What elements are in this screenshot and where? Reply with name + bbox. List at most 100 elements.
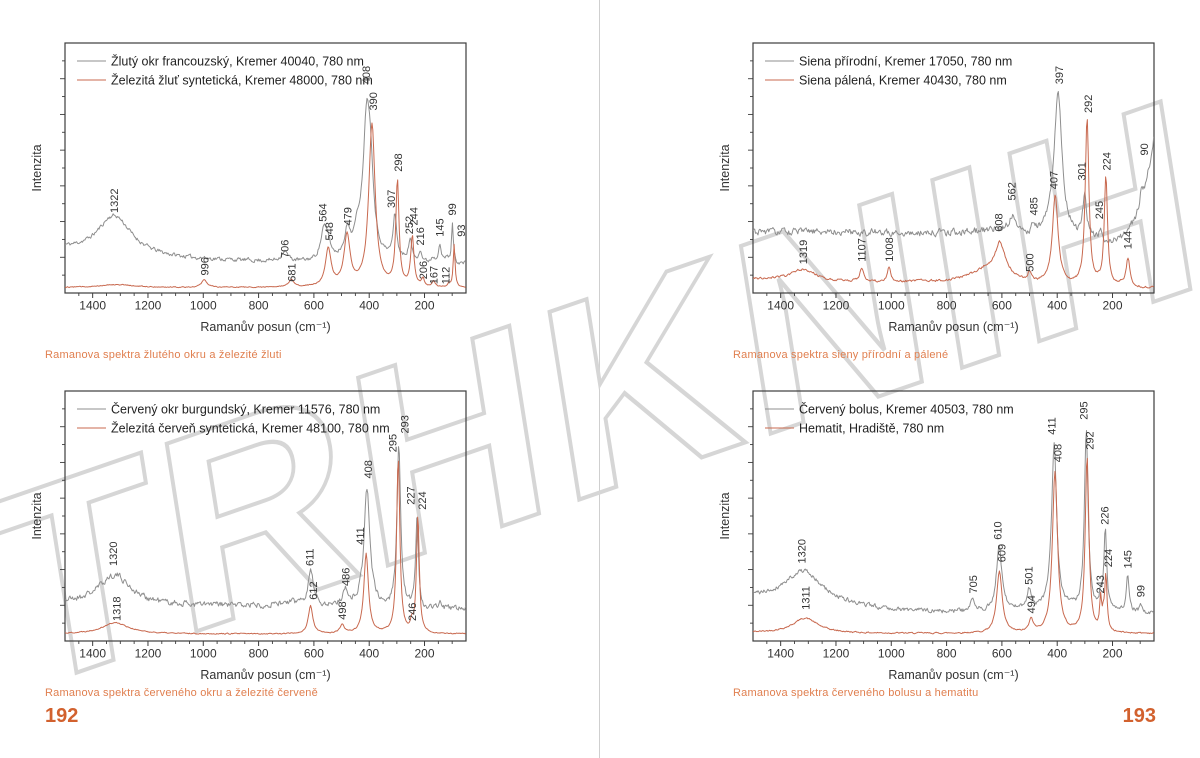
figure-caption-red-ochre: Ramanova spektra červeného okru a železi… <box>45 687 318 699</box>
series-line <box>65 97 466 265</box>
peak-annotation: 486 <box>340 568 352 586</box>
peak-annotation: 227 <box>406 486 418 504</box>
x-tick-label: 600 <box>992 647 1012 661</box>
figure-caption-yellow-ochre: Ramanova spektra žlutého okru a železité… <box>45 349 282 361</box>
peak-annotation: 996 <box>199 257 211 275</box>
x-tick-label: 1400 <box>79 299 106 313</box>
peak-annotation: 1107 <box>857 238 869 262</box>
peak-annotation: 501 <box>1023 566 1035 584</box>
peak-annotation: 295 <box>1078 401 1090 419</box>
figure-yellow-ochre: 1400 1200 1000 800 600 400 200 Ramanův posun (c… <box>30 20 500 352</box>
peak-annotation: 397 <box>1054 66 1066 84</box>
peak-annotation: 498 <box>337 601 349 619</box>
peak-annotation: 1320 <box>797 539 809 563</box>
legend-label: Železitá červeň syntetická, Kremer 48100… <box>111 421 390 436</box>
peak-annotation: 307 <box>386 190 398 208</box>
peak-annotation: 292 <box>1083 95 1095 113</box>
peak-annotation: 610 <box>993 521 1005 539</box>
peak-annotation: 292 <box>1084 431 1096 449</box>
y-axis <box>748 408 753 624</box>
peak-annotation: 485 <box>1029 197 1041 215</box>
peak-annotation: 1008 <box>884 237 896 261</box>
y-axis-title: Intenzita <box>718 492 732 539</box>
x-tick-label: 400 <box>359 647 379 661</box>
series-line <box>753 430 1154 615</box>
peak-annotation: 390 <box>368 92 380 110</box>
y-axis <box>60 408 65 624</box>
y-axis <box>60 60 65 276</box>
legend-label: Hematit, Hradiště, 780 nm <box>799 422 944 436</box>
x-tick-label: 1000 <box>878 299 905 313</box>
peak-annotation: 608 <box>994 213 1006 231</box>
x-axis-title: Ramanův posun (cm⁻¹) <box>888 320 1018 334</box>
peak-annotation: 252 <box>404 216 416 234</box>
peak-annotation: 144 <box>1122 231 1134 249</box>
x-tick-label: 200 <box>1103 299 1123 313</box>
peak-annotation: 611 <box>305 548 317 566</box>
peak-annotation: 244 <box>408 207 420 225</box>
figure-caption-bolus-hematite: Ramanova spektra červeného bolusu a hema… <box>733 687 979 699</box>
x-tick-label: 1400 <box>767 647 794 661</box>
series-line <box>65 446 466 611</box>
peak-annotation: 408 <box>1052 444 1064 462</box>
raman-chart-yellow-ochre: 1400 1200 1000 800 600 400 200 Ramanův posun (c… <box>30 42 468 334</box>
legend: Žlutý okr francouzský, Kremer 40040, 780… <box>77 54 373 88</box>
x-tick-label: 400 <box>1047 647 1067 661</box>
x-tick-label: 1400 <box>79 647 106 661</box>
peak-annotation: 145 <box>435 218 447 236</box>
legend: Siena přírodní, Kremer 17050, 780 nm Sien… <box>765 55 1012 88</box>
series-line <box>753 90 1154 244</box>
peak-annotation: 408 <box>361 66 373 84</box>
peak-annotation: 90 <box>1139 143 1151 155</box>
legend-label: Žlutý okr francouzský, Kremer 40040, 780… <box>111 54 364 69</box>
peak-annotation: 226 <box>1099 506 1111 524</box>
series-line <box>753 457 1154 635</box>
peak-annotation: 612 <box>308 581 320 599</box>
peak-annotation: 411 <box>355 527 367 545</box>
x-tick-label: 200 <box>415 647 435 661</box>
y-axis-title: Intenzita <box>30 492 44 539</box>
x-tick-label: 1000 <box>190 299 217 313</box>
x-axis-title: Ramanův posun (cm⁻¹) <box>888 668 1018 682</box>
peak-annotation: 112 <box>441 267 453 285</box>
raman-chart-sienna: 1400 1200 1000 800 600 400 200 Ramanův posun (c… <box>718 42 1155 334</box>
peak-annotation: 1322 <box>109 189 121 213</box>
peak-annotation: 1320 <box>108 542 120 566</box>
series-line <box>753 119 1154 289</box>
peak-annotation: 167 <box>428 266 440 284</box>
x-tick-label: 800 <box>937 299 957 313</box>
peak-annotation: 1318 <box>111 597 123 621</box>
x-tick-label: 800 <box>249 647 269 661</box>
x-tick-label: 800 <box>249 299 269 313</box>
peak-annotation: 562 <box>1007 182 1019 200</box>
series-group <box>65 446 466 635</box>
peak-annotation: 145 <box>1123 550 1135 568</box>
page-divider <box>599 0 600 758</box>
legend: Červený okr burgundský, Kremer 11576, 78… <box>77 402 390 436</box>
peak-annotation: 206 <box>418 261 430 279</box>
peak-annotation: 246 <box>407 603 419 621</box>
x-tick-label: 1400 <box>767 299 794 313</box>
peak-annotation: 243 <box>1095 575 1107 593</box>
peak-annotation: 548 <box>324 222 336 240</box>
y-axis <box>748 60 753 276</box>
x-tick-label: 600 <box>992 299 1012 313</box>
x-tick-label: 200 <box>415 299 435 313</box>
x-tick-label: 1200 <box>823 299 850 313</box>
peak-annotation: 224 <box>417 491 429 509</box>
x-tick-label: 1200 <box>135 647 162 661</box>
x-tick-label: 600 <box>304 299 324 313</box>
y-axis-title: Intenzita <box>30 144 44 191</box>
peak-annotation: 411 <box>1046 417 1058 435</box>
peak-annotation: 407 <box>1049 171 1061 189</box>
peak-annotation: 1311 <box>800 586 812 610</box>
series-group <box>753 90 1154 289</box>
figure-red-ochre: 1400 1200 1000 800 600 400 200 Ramanův posun (c… <box>30 368 500 700</box>
peak-annotation: 298 <box>393 153 405 171</box>
legend-label: Siena pálená, Kremer 40430, 780 nm <box>799 74 1007 88</box>
series-line <box>65 122 466 289</box>
y-axis-title: Intenzita <box>718 144 732 191</box>
peak-annotation: 224 <box>1103 549 1115 567</box>
